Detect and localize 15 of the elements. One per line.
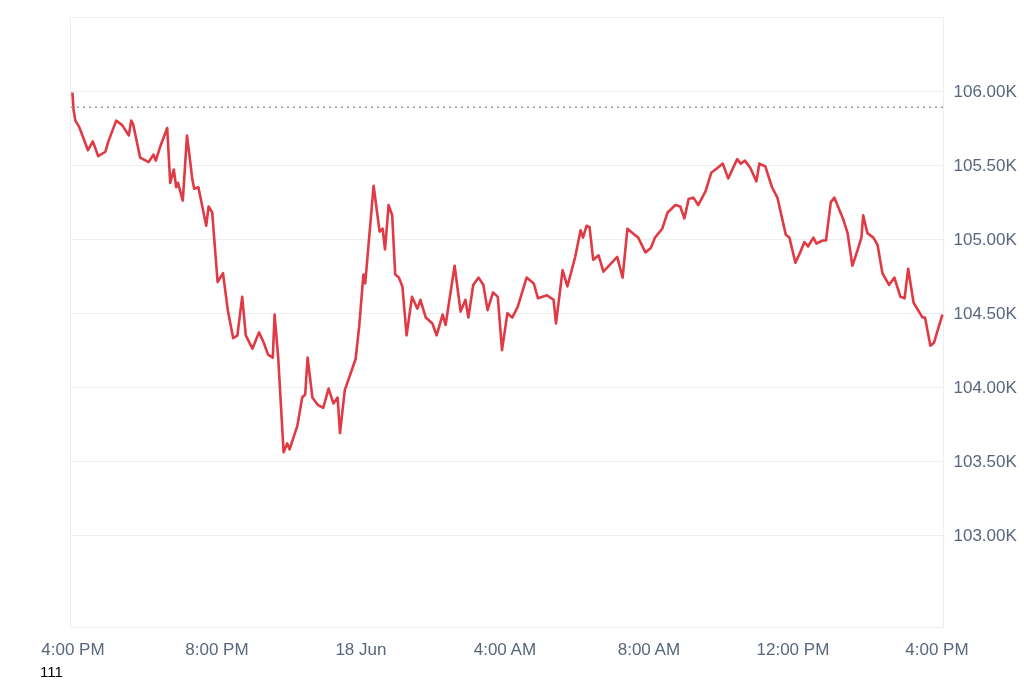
y-tick-label: 105.00K xyxy=(953,229,1018,249)
x-tick-label: 8:00 AM xyxy=(617,639,681,659)
x-tick-label: 18 Jun xyxy=(335,639,387,659)
y-tick-label: 103.50K xyxy=(953,451,1018,471)
y-tick-label: 104.50K xyxy=(953,303,1018,323)
y-tick-label: 106.00K xyxy=(953,81,1018,101)
x-tick-label: 12:00 PM xyxy=(756,639,830,659)
x-tick-label: 4:00 PM xyxy=(41,639,105,659)
y-tick-label: 104.00K xyxy=(953,377,1018,397)
text: 111 xyxy=(40,663,63,680)
x-tick-label: 4:00 PM xyxy=(905,639,969,659)
x-tick-label: 4:00 AM xyxy=(473,639,537,659)
x-tick-label: 8:00 PM xyxy=(185,639,249,659)
y-tick-label: 103.00K xyxy=(953,525,1018,545)
y-tick-label: 105.50K xyxy=(953,155,1018,175)
